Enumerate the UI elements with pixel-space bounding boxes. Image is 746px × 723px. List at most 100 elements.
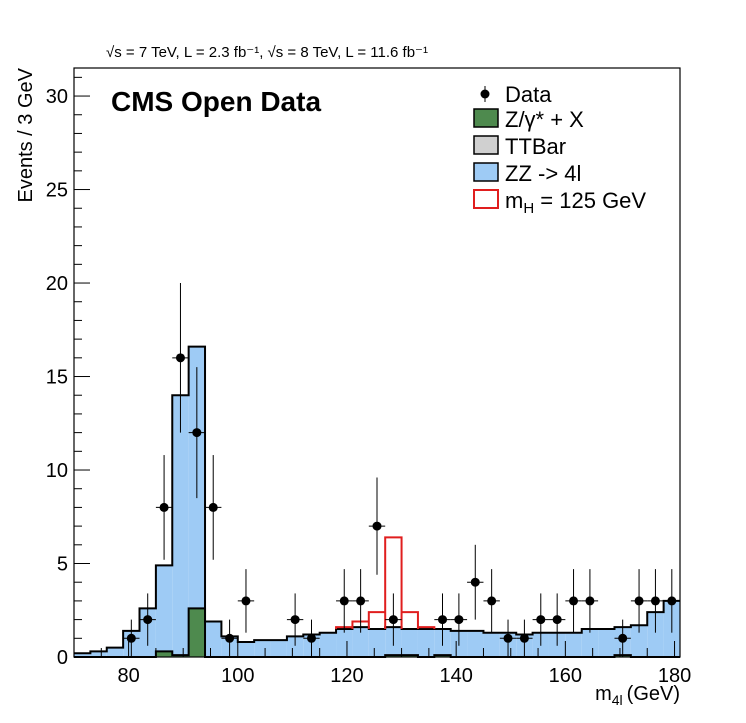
data-point <box>647 569 664 633</box>
x-tick-label: 120 <box>330 665 363 687</box>
data-point <box>614 619 631 657</box>
bar-zz <box>467 630 484 657</box>
legend-label-suffix: = 125 GeV <box>534 188 646 213</box>
data-marker <box>356 596 366 606</box>
data-marker <box>503 633 513 643</box>
legend-label-text: m <box>505 188 523 213</box>
y-tick-label: 0 <box>57 647 68 669</box>
data-marker <box>388 615 398 625</box>
data-point <box>548 593 566 646</box>
legend-label: mH = 125 GeV <box>505 188 646 217</box>
y-axis-label: Events / 3 GeV <box>15 67 37 202</box>
plot-frame <box>73 67 681 658</box>
data-marker <box>585 596 595 606</box>
bar-zz <box>205 621 222 657</box>
data-point <box>172 283 189 433</box>
data-marker <box>208 502 218 512</box>
data-point <box>368 477 386 575</box>
data-marker <box>372 521 382 531</box>
bar-zz <box>106 647 124 657</box>
data-point <box>336 569 353 633</box>
bar-zz <box>172 395 189 656</box>
legend-label-text: ZZ -> 4l <box>505 161 581 186</box>
higgs-signal-outline <box>335 536 436 629</box>
legend-label-text: TTBar <box>505 134 566 159</box>
data-point <box>450 593 468 646</box>
data-point <box>385 593 402 646</box>
bar-zz <box>483 632 500 657</box>
data-point <box>205 455 222 560</box>
axes: 80 100 120 140 160 180 0 5 10 15 20 25 30 <box>46 76 691 687</box>
data-point <box>565 569 582 633</box>
data-point <box>499 619 517 657</box>
legend-label-text: Z/γ* + X <box>505 107 584 132</box>
data-marker <box>519 633 529 643</box>
legend-swatch <box>473 108 499 128</box>
bar-zz <box>417 628 435 657</box>
bar-zz <box>368 628 386 657</box>
bar-zz <box>286 636 304 657</box>
data-point <box>467 544 484 620</box>
data-marker <box>552 615 562 625</box>
data-marker <box>225 633 235 643</box>
svg-text:m4l(GeV): m4l (GeV) <box>595 683 680 708</box>
data-point <box>516 619 533 657</box>
data-marker <box>470 577 480 587</box>
bar-zz <box>155 565 173 652</box>
data-marker <box>290 615 300 625</box>
legend-label: Data <box>505 82 552 107</box>
legend-entry-zx: Z/γ* + X <box>473 107 584 132</box>
x-tick-label: 140 <box>439 665 472 687</box>
legend-swatch <box>473 135 499 155</box>
chart-title: CMS Open Data <box>111 86 321 117</box>
data-point <box>352 569 369 633</box>
bar-zz <box>598 628 615 657</box>
data-marker <box>126 633 136 643</box>
data-marker <box>634 596 644 606</box>
x-axis-label-sub: 4l <box>612 692 623 708</box>
y-tick-label: 10 <box>46 460 68 482</box>
histogram-higgs <box>335 536 436 629</box>
x-tick-label: 100 <box>221 665 254 687</box>
data-marker <box>339 596 349 606</box>
bar-zz <box>237 642 255 657</box>
data-point <box>286 593 304 646</box>
bar-zz <box>74 653 91 657</box>
bar-zz <box>581 628 599 657</box>
y-tick-label: 25 <box>46 180 68 202</box>
data-point <box>303 619 320 657</box>
legend-swatch <box>473 189 499 209</box>
x-tick-label: 180 <box>658 665 691 687</box>
data-point <box>483 569 500 633</box>
bar-zz <box>90 651 107 657</box>
data-point <box>581 569 599 633</box>
data-point <box>139 593 156 646</box>
legend-entry-zz: ZZ -> 4l <box>473 161 581 186</box>
data-marker <box>438 615 448 625</box>
data-marker <box>536 615 546 625</box>
legend-swatch <box>473 162 499 182</box>
data-marker <box>650 596 660 606</box>
data-marker <box>192 428 202 438</box>
bar-zz <box>270 640 287 657</box>
data-point <box>532 593 549 646</box>
data-point <box>221 619 238 657</box>
bar-zz <box>336 628 353 657</box>
x-tick-label: 80 <box>117 665 139 687</box>
bar-zx <box>188 608 206 657</box>
legend-entry-ttbar: TTBar <box>473 134 566 159</box>
data-marker <box>487 596 497 606</box>
chart-subtitle: √s = 7 TeV, L = 2.3 fb⁻¹, √s = 8 TeV, L … <box>106 44 428 61</box>
bar-zz <box>647 612 664 657</box>
x-axis-label-main: m <box>595 683 612 705</box>
y-tick-label: 30 <box>46 86 68 108</box>
legend-label: Z/γ* + X <box>505 107 584 132</box>
data-point <box>188 367 206 499</box>
legend-label: TTBar <box>505 134 566 159</box>
data-marker <box>159 502 169 512</box>
legend-entry-higgs: mH = 125 GeV <box>473 188 646 217</box>
y-tick-label: 5 <box>57 554 68 576</box>
bar-zz <box>254 640 271 657</box>
data-point <box>663 569 680 633</box>
